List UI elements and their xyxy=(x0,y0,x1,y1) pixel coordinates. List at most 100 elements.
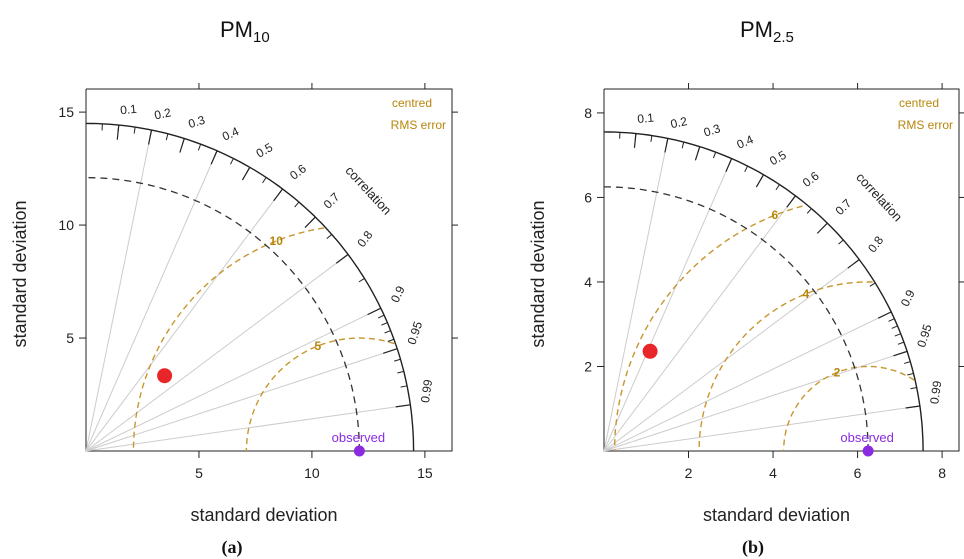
correlation-minor-tick xyxy=(775,184,780,191)
correlation-major-tick xyxy=(816,222,828,234)
correlation-minor-tick xyxy=(133,127,136,134)
correlation-major-tick xyxy=(367,307,382,316)
correlation-radial-line xyxy=(603,195,796,452)
correlation-minor-tick xyxy=(197,143,202,151)
correlation-radial-line xyxy=(603,158,733,452)
correlation-radial-line xyxy=(603,138,669,452)
y-axis-title: standard deviation xyxy=(10,200,30,347)
x-axis-tick-label: 2 xyxy=(685,465,693,481)
rms-legend-line1: centred xyxy=(392,96,432,110)
correlation-major-tick xyxy=(694,146,701,161)
correlation-major-tick xyxy=(147,129,153,145)
correlation-radial-line xyxy=(603,259,860,452)
correlation-radial-line xyxy=(85,129,153,452)
observed-label: observed xyxy=(840,430,893,445)
correlation-minor-tick xyxy=(650,135,653,142)
correlation-minor-tick xyxy=(387,338,395,342)
taylor-panel-pm25: PM 2.5 (b) 2 4 6 0.1 0.2 0.3 0.4 0.5 0.6 0.7 0.8 0.… xyxy=(528,17,964,558)
correlation-radial-line xyxy=(85,254,349,452)
rms-contour xyxy=(698,281,873,451)
correlation-tick-label: 0.4 xyxy=(220,124,241,144)
correlation-minor-tick xyxy=(397,370,404,374)
correlation-major-tick xyxy=(116,124,120,140)
correlation-minor-tick xyxy=(326,233,333,240)
correlation-minor-tick xyxy=(806,208,812,214)
x-axis-tick-label: 8 xyxy=(938,465,946,481)
rms-legend-line2: RMS error xyxy=(898,118,953,132)
rms-contour-label: 6 xyxy=(771,208,778,222)
correlation-minor-tick xyxy=(891,325,898,329)
correlation-major-tick xyxy=(241,166,251,181)
correlation-minor-tick xyxy=(377,314,385,319)
correlation-tick-label: 0.5 xyxy=(254,140,276,161)
correlation-minor-tick xyxy=(358,278,365,283)
x-axis-tick-label: 4 xyxy=(769,465,777,481)
x-axis-tick-label: 6 xyxy=(854,465,862,481)
correlation-tick-label: 0.7 xyxy=(321,190,343,212)
model-point xyxy=(157,368,173,384)
correlation-minor-tick xyxy=(681,141,685,149)
correlation-minor-tick xyxy=(394,358,401,362)
correlation-minor-tick xyxy=(384,330,391,334)
correlation-major-tick xyxy=(210,150,218,165)
correlation-tick-label: 0.3 xyxy=(702,121,722,139)
y-axis-tick-label: 10 xyxy=(58,217,74,233)
observed-std-arc xyxy=(85,176,361,452)
correlation-tick-label: 0.6 xyxy=(287,161,309,182)
rms-contour xyxy=(782,365,915,451)
correlation-minor-tick xyxy=(897,341,905,345)
x-axis-tick-label: 15 xyxy=(417,465,433,481)
correlation-tick-label: 0.5 xyxy=(767,148,789,169)
correlation-major-tick xyxy=(847,259,860,269)
y-axis-tick-label: 2 xyxy=(584,358,592,374)
rms-legend-line1: centred xyxy=(899,96,939,110)
correlation-major-tick xyxy=(633,133,637,148)
correlation-tick-label: 0.95 xyxy=(914,322,935,349)
correlation-tick-label: 0.2 xyxy=(153,105,172,122)
rms-legend-line2: RMS error xyxy=(391,118,446,132)
correlation-radial-line xyxy=(603,311,892,452)
panel-title-main: PM xyxy=(740,17,773,42)
rms-contour xyxy=(245,337,395,451)
y-axis-tick-label: 5 xyxy=(66,330,74,346)
correlation-tick-label: 0.99 xyxy=(418,378,435,403)
correlation-major-tick xyxy=(893,350,908,357)
rms-contour-label: 10 xyxy=(270,234,284,248)
plot-frame xyxy=(85,88,453,452)
x-axis-title: standard deviation xyxy=(703,505,850,525)
outer-arc xyxy=(85,122,415,452)
correlation-major-tick xyxy=(664,138,669,153)
rms-contour xyxy=(132,227,325,452)
correlation-tick-label: 0.1 xyxy=(637,111,655,127)
panel-label: (a) xyxy=(222,537,243,558)
correlation-minor-tick xyxy=(910,387,917,390)
x-axis-title: standard deviation xyxy=(190,505,337,525)
correlation-minor-tick xyxy=(838,239,844,245)
correlation-minor-tick xyxy=(894,333,901,337)
correlation-minor-tick xyxy=(904,361,911,364)
correlation-minor-tick xyxy=(869,282,876,287)
correlation-major-tick xyxy=(304,216,316,228)
rms-contour-label: 5 xyxy=(314,339,321,353)
correlation-major-tick xyxy=(383,348,398,354)
correlation-major-tick xyxy=(755,174,765,188)
correlation-tick-label: 0.7 xyxy=(833,196,855,218)
correlation-axis-title: correlation xyxy=(853,170,905,225)
correlation-tick-label: 0.4 xyxy=(735,132,756,152)
observed-label: observed xyxy=(332,430,385,445)
correlation-minor-tick xyxy=(907,372,914,376)
x-axis-tick-label: 5 xyxy=(195,465,203,481)
correlation-minor-tick xyxy=(744,165,749,172)
correlation-radial-line xyxy=(85,150,218,452)
y-axis-tick-label: 4 xyxy=(584,274,592,290)
y-axis-title: standard deviation xyxy=(528,200,548,347)
y-axis-tick-label: 15 xyxy=(58,104,74,120)
correlation-major-tick xyxy=(725,158,733,172)
panel-title-sub: 10 xyxy=(253,29,270,46)
x-axis-tick-label: 10 xyxy=(304,465,320,481)
taylor-panel-pm10: PM 10 (a) 5 10 0.1 0.2 0.3 0.4 0.5 0.6 0.7 0.8 0.9… xyxy=(10,17,458,558)
correlation-tick-label: 0.6 xyxy=(800,168,822,189)
correlation-minor-tick xyxy=(165,133,169,141)
correlation-major-tick xyxy=(179,138,185,153)
correlation-tick-label: 0.8 xyxy=(354,228,375,250)
